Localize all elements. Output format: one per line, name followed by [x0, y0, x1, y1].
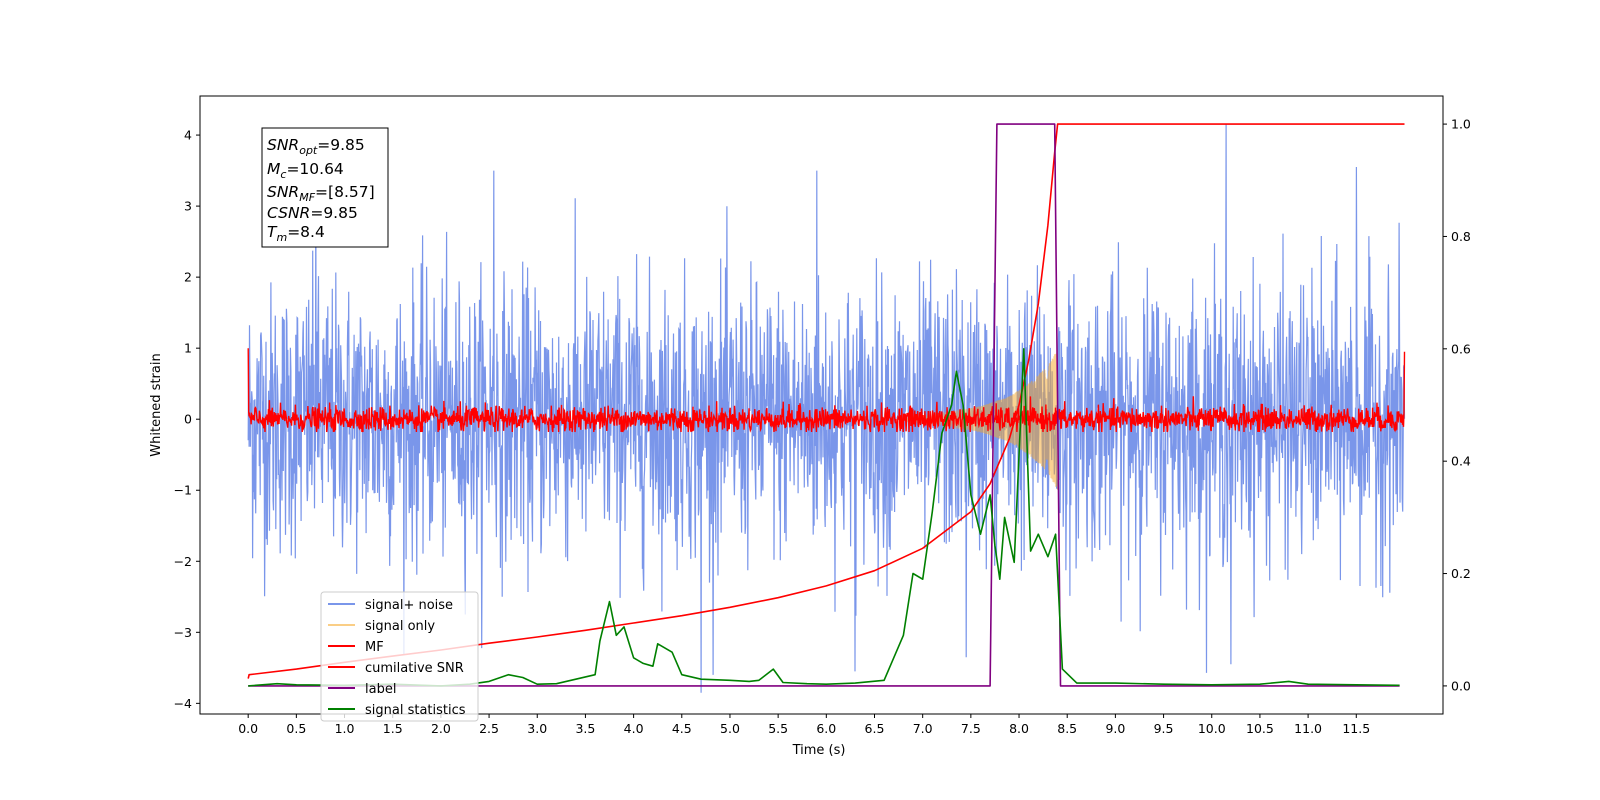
legend-label-mf: MF: [365, 640, 384, 655]
series-label: [248, 123, 1400, 687]
y2-tick-label: 0.4: [1451, 454, 1471, 469]
legend-frame: [320, 591, 479, 722]
x-tick-label: 8.5: [1057, 721, 1077, 736]
x-tick-label: 2.0: [431, 721, 451, 736]
y-axis-right: 0.0 0.2 0.4 0.6 0.8 1.0: [1443, 117, 1471, 693]
legend-label-signal-only: signal only: [365, 619, 435, 634]
info-line-snr-mf-value: =[8.57]: [315, 183, 375, 201]
info-line-csnr-main: CSNR: [267, 204, 310, 222]
y-tick-label: 4: [184, 128, 192, 143]
y2-tick-label: 1.0: [1451, 117, 1471, 132]
series-mf: [247, 348, 1406, 433]
legend-label-signal-statistics: signal statistics: [365, 703, 466, 718]
x-tick-label: 7.0: [913, 721, 933, 736]
y-tick-label: 0: [184, 412, 192, 427]
y2-tick-label: 0.6: [1451, 341, 1471, 356]
x-tick-label: 1.0: [335, 721, 355, 736]
info-line-csnr-value: =9.85: [310, 204, 358, 222]
plot-frame: [199, 95, 1444, 715]
y-tick-label: 3: [184, 199, 192, 214]
x-tick-label: 10.0: [1198, 721, 1226, 736]
x-tick-label: 11.5: [1342, 721, 1370, 736]
info-line-mc-sub: c: [280, 168, 286, 181]
x-tick-label: 6.0: [816, 721, 836, 736]
y2-tick-label: 0.8: [1451, 229, 1471, 244]
info-line-snr-opt-sub: opt: [299, 144, 318, 157]
y2-tick-label: 0.0: [1451, 678, 1471, 693]
y-tick-label: 1: [184, 341, 192, 356]
y-tick-label: −3: [174, 625, 192, 640]
info-line-snr-opt-main: SNR: [267, 136, 299, 154]
info-line-tm-main: T: [267, 223, 278, 241]
x-tick-label: 3.0: [527, 721, 547, 736]
x-tick-label: 4.5: [672, 721, 692, 736]
x-tick-label: 9.0: [1105, 721, 1125, 736]
y-tick-label: 2: [184, 270, 192, 285]
legend-label-signal-noise: signal+ noise: [365, 598, 453, 613]
x-tick-label: 0.0: [238, 721, 258, 736]
series-signal-statistics: [248, 348, 1400, 687]
x-tick-label: 4.0: [624, 721, 644, 736]
info-line-mc-value: =10.64: [286, 160, 343, 178]
info-line-snr-opt-value: =9.85: [317, 136, 365, 154]
y-axis-left: −4 −3 −2 −1 0 1 2 3 4: [174, 128, 200, 711]
x-tick-label: 1.5: [383, 721, 403, 736]
series-signal-noise: [247, 124, 1406, 693]
y-tick-label: −1: [174, 483, 192, 498]
x-tick-label: 7.5: [961, 721, 981, 736]
info-line-tm: Tm=8.4: [267, 223, 325, 244]
x-tick-label: 11.0: [1294, 721, 1322, 736]
x-tick-label: 9.5: [1154, 721, 1174, 736]
legend-label-cumilative-snr: cumilative SNR: [365, 661, 464, 676]
y2-tick-label: 0.2: [1451, 566, 1471, 581]
info-box: SNRopt=9.85 Mc=10.64 SNRMF=[8.57] CSNR=9…: [261, 127, 389, 248]
x-tick-label: 8.0: [1009, 721, 1029, 736]
info-line-snr-mf: SNRMF=[8.57]: [267, 183, 375, 204]
x-tick-label: 5.0: [720, 721, 740, 736]
x-axis-label: Time (s): [792, 743, 846, 758]
info-line-mc-main: M: [267, 160, 280, 178]
info-line-mc: Mc=10.64: [267, 160, 344, 181]
x-tick-label: 0.5: [286, 721, 306, 736]
info-line-csnr: CSNR=9.85: [267, 204, 358, 222]
legend: signal+ noise signal only MF cumilative …: [320, 591, 479, 722]
info-line-snr-opt: SNRopt=9.85: [267, 136, 365, 157]
info-line-tm-value: =8.4: [287, 223, 325, 241]
x-tick-label: 6.5: [865, 721, 885, 736]
y-tick-label: −4: [174, 696, 192, 711]
info-box-frame: [261, 127, 389, 248]
x-axis: 0.0 0.5 1.0 1.5 2.0 2.5 3.0 3.5 4.0 4.5 5.0 5.5 6.0 6…: [238, 714, 1370, 736]
x-tick-label: 3.5: [575, 721, 595, 736]
info-line-snr-mf-main: SNR: [267, 183, 299, 201]
info-line-snr-mf-sub: MF: [299, 191, 315, 204]
y-tick-label: −2: [174, 554, 192, 569]
x-tick-label: 10.5: [1246, 721, 1274, 736]
y-axis-label: Whitened strain: [149, 353, 164, 456]
info-line-tm-sub: m: [276, 231, 287, 244]
x-tick-label: 2.5: [479, 721, 499, 736]
x-tick-label: 5.5: [768, 721, 788, 736]
legend-label-label: label: [365, 682, 396, 697]
